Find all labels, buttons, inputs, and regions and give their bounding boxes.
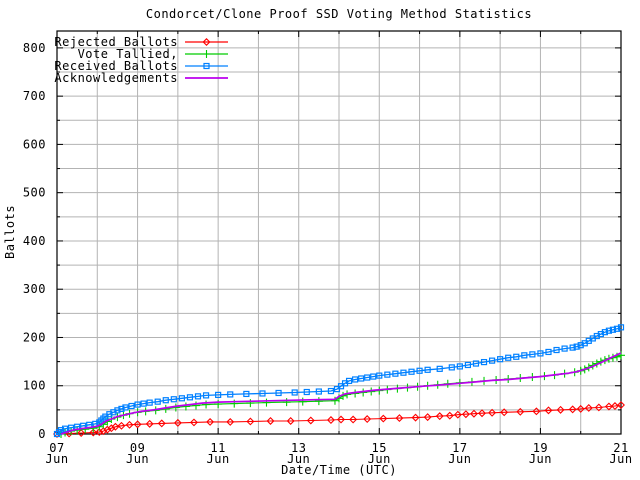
legend-line-samples xyxy=(185,38,228,79)
x-tick-label-day: 17 xyxy=(452,441,467,455)
y-tick-label: 600 xyxy=(23,137,46,151)
data-series xyxy=(53,324,625,438)
chart-title: Condorcet/Clone Proof SSD Voting Method … xyxy=(146,7,532,21)
y-tick-label: 100 xyxy=(23,379,46,393)
y-tick-label: 700 xyxy=(23,89,46,103)
x-tick-label-day: 13 xyxy=(291,441,306,455)
legend-label-received-ballots: Received Ballots xyxy=(54,59,178,73)
x-tick-label-day: 21 xyxy=(613,441,628,455)
x-tick-label-day: 11 xyxy=(210,441,225,455)
gridlines xyxy=(57,31,621,434)
y-tick-label: 400 xyxy=(23,234,46,248)
x-tick-label-day: 09 xyxy=(130,441,145,455)
y-tick-label: 300 xyxy=(23,282,46,296)
legend-label-rejected-ballots: Rejected Ballots xyxy=(54,35,178,49)
y-tick-label: 0 xyxy=(38,427,46,441)
y-axis-title: Ballots xyxy=(3,205,17,259)
y-tick-label: 500 xyxy=(23,186,46,200)
series-line-acknowledgements xyxy=(60,352,622,435)
series-line-rejected-ballots xyxy=(56,404,622,435)
x-axis-title: Date/Time (UTC) xyxy=(281,463,397,477)
x-tick-label-day: 07 xyxy=(49,441,64,455)
legend: Rejected Ballots Vote Tallied, Received … xyxy=(54,35,228,85)
x-tick-label-month: Jun xyxy=(529,452,552,466)
tick-labels: 010020030040050060070080007Jun09Jun11Jun… xyxy=(23,41,632,466)
legend-label-vote-tallied: Vote Tallied, xyxy=(78,47,178,61)
x-tick-label-month: Jun xyxy=(45,452,68,466)
x-tick-label-month: Jun xyxy=(609,452,632,466)
y-tick-label: 200 xyxy=(23,330,46,344)
legend-label-acknowledgements: Acknowledgements xyxy=(54,71,178,85)
x-tick-label-day: 15 xyxy=(372,441,387,455)
x-tick-label-month: Jun xyxy=(126,452,149,466)
series-markers-received-ballots xyxy=(53,324,625,438)
x-tick-label-day: 19 xyxy=(533,441,548,455)
x-tick-label-month: Jun xyxy=(368,452,391,466)
x-tick-label-month: Jun xyxy=(448,452,471,466)
y-tick-label: 800 xyxy=(23,41,46,55)
x-tick-label-month: Jun xyxy=(287,452,310,466)
x-tick-label-month: Jun xyxy=(207,452,230,466)
series-markers-rejected-ballots xyxy=(53,401,625,438)
